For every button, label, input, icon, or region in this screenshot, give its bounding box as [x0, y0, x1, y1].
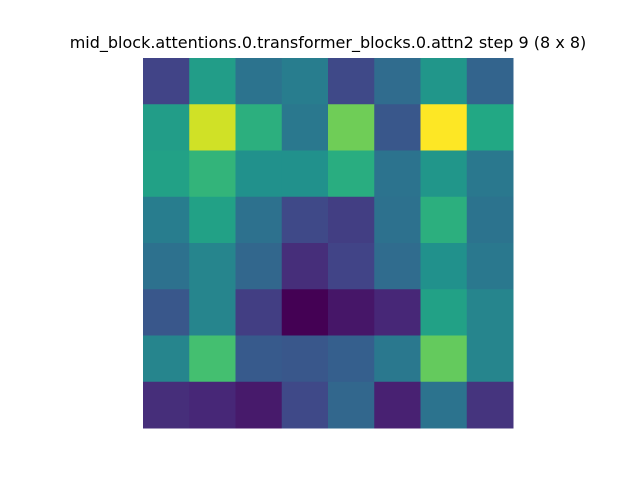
heatmap-cell-r7-c7: [466, 381, 514, 429]
heatmap-cell-r7-c4: [328, 381, 375, 429]
heatmap-cell-r1-c1: [189, 104, 236, 151]
heatmap-cell-r7-c5: [374, 381, 421, 429]
heatmap-cell-r2-c4: [328, 150, 375, 198]
heatmap-cell-r5-c1: [189, 289, 236, 336]
heatmap-cell-r0-c0: [143, 58, 190, 105]
heatmap-cell-r3-c7: [466, 196, 514, 244]
heatmap-cell-r4-c6: [420, 243, 468, 290]
heatmap-cell-r5-c2: [235, 289, 283, 336]
heatmap-cell-r0-c7: [466, 58, 514, 105]
heatmap-cell-r4-c0: [143, 243, 190, 290]
heatmap-cell-r3-c5: [374, 196, 421, 244]
heatmap-cell-r3-c4: [328, 196, 375, 244]
heatmap-cell-r7-c0: [143, 381, 190, 429]
heatmap-cell-r4-c3: [281, 243, 329, 290]
heatmap-cell-r7-c6: [420, 381, 468, 429]
heatmap-cell-r4-c5: [374, 243, 421, 290]
heatmap-cell-r2-c6: [420, 150, 468, 198]
heatmap-cell-r4-c4: [328, 243, 375, 290]
heatmap-cell-r7-c1: [189, 381, 236, 429]
heatmap-cell-r4-c2: [235, 243, 283, 290]
heatmap-cell-r3-c0: [143, 196, 190, 244]
heatmap-cell-r2-c2: [235, 150, 283, 198]
heatmap-cell-r2-c7: [466, 150, 514, 198]
heatmap-cell-r5-c6: [420, 289, 468, 336]
heatmap-cell-r5-c5: [374, 289, 421, 336]
heatmap-cell-r0-c1: [189, 58, 236, 105]
heatmap-cell-r5-c3: [281, 289, 329, 336]
heatmap-cell-r1-c4: [328, 104, 375, 151]
heatmap-cell-r3-c6: [420, 196, 468, 244]
heatmap-cell-r1-c5: [374, 104, 421, 151]
heatmap-cell-r7-c3: [281, 381, 329, 429]
heatmap-cell-r1-c2: [235, 104, 283, 151]
heatmap-cell-r6-c6: [420, 335, 468, 383]
heatmap-cell-r0-c4: [328, 58, 375, 105]
heatmap-cell-r1-c6: [420, 104, 468, 151]
heatmap-cell-r6-c1: [189, 335, 236, 383]
heatmap-cell-r6-c3: [281, 335, 329, 383]
heatmap-cell-r0-c6: [420, 58, 468, 105]
heatmap-cell-r5-c4: [328, 289, 375, 336]
heatmap-cell-r7-c2: [235, 381, 283, 429]
heatmap-cell-r0-c5: [374, 58, 421, 105]
heatmap-cell-r2-c0: [143, 150, 190, 198]
heatmap-cell-r6-c5: [374, 335, 421, 383]
heatmap-cell-r1-c0: [143, 104, 190, 151]
heatmap-cell-r2-c1: [189, 150, 236, 198]
heatmap-cell-r5-c7: [466, 289, 514, 336]
heatmap-cell-r3-c3: [281, 196, 329, 244]
chart-title: mid_block.attentions.0.transformer_block…: [69, 33, 587, 52]
heatmap-cell-r0-c2: [235, 58, 283, 105]
heatmap-cells: [143, 58, 514, 429]
heatmap-cell-r0-c3: [281, 58, 329, 105]
heatmap-cell-r1-c3: [281, 104, 329, 151]
heatmap-cell-r4-c7: [466, 243, 514, 290]
heatmap-cell-r3-c2: [235, 196, 283, 244]
heatmap-cell-r2-c5: [374, 150, 421, 198]
heatmap-cell-r4-c1: [189, 243, 236, 290]
heatmap-cell-r3-c1: [189, 196, 236, 244]
heatmap-cell-r5-c0: [143, 289, 190, 336]
heatmap-cell-r6-c7: [466, 335, 514, 383]
heatmap-cell-r6-c2: [235, 335, 283, 383]
heatmap-cell-r6-c4: [328, 335, 375, 383]
heatmap-cell-r1-c7: [466, 104, 514, 151]
heatmap-cell-r6-c0: [143, 335, 190, 383]
heatmap-cell-r2-c3: [281, 150, 329, 198]
